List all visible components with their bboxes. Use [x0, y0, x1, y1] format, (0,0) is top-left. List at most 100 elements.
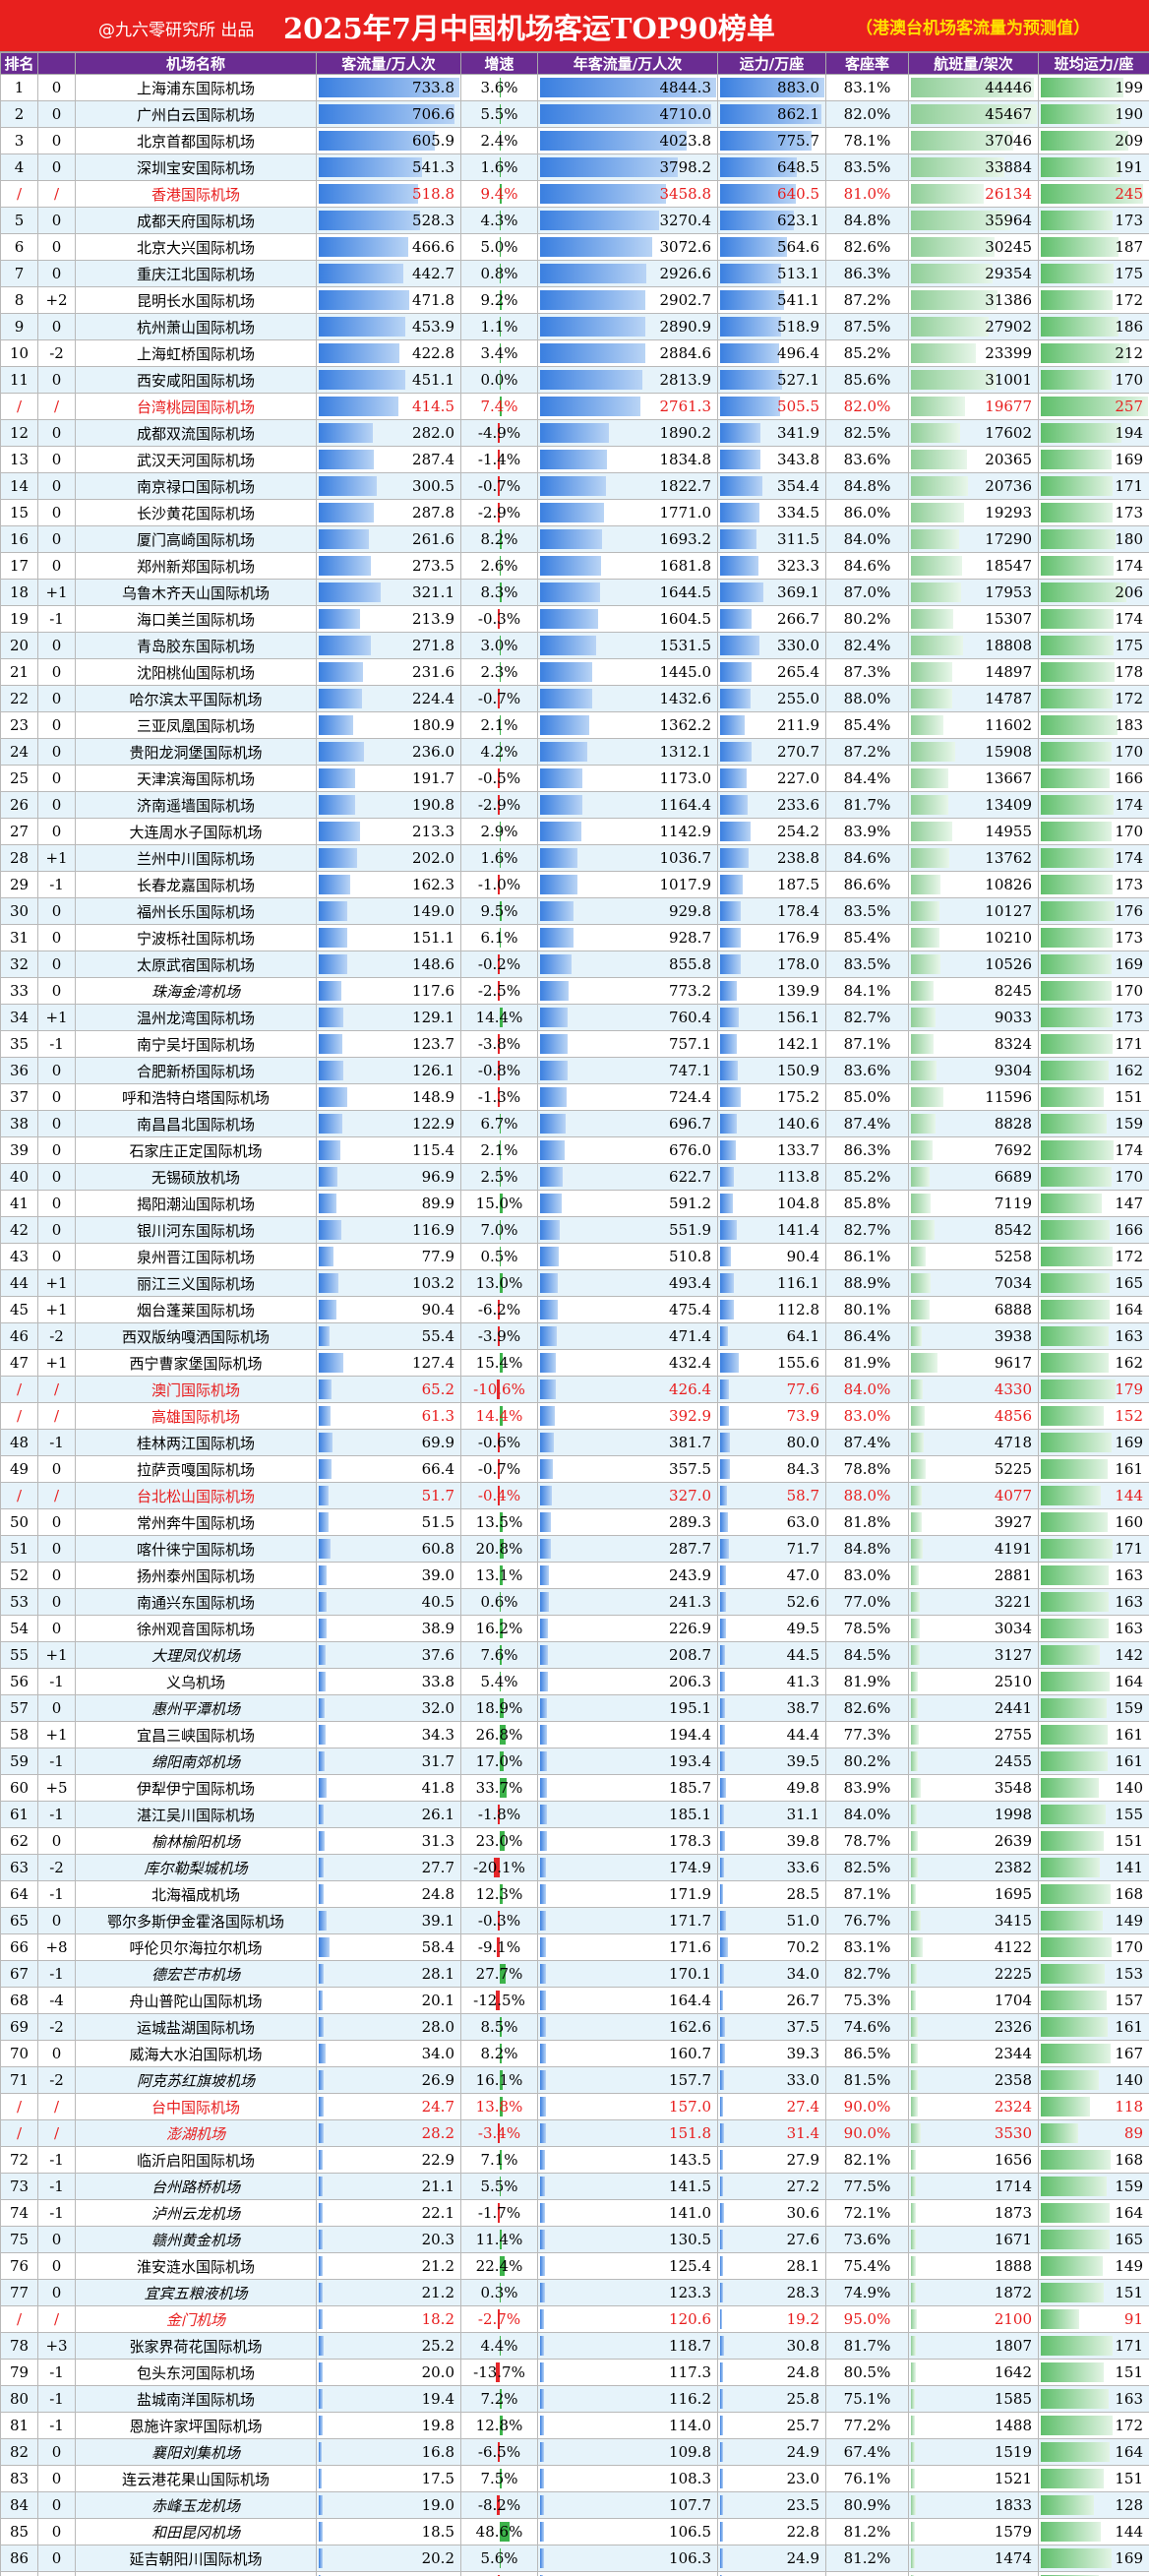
avg-seats-cell: 163 [1038, 1562, 1149, 1589]
pax-value: 190.8 [412, 796, 454, 814]
seats-bar [720, 609, 753, 629]
growth-bar [498, 1326, 500, 1346]
avgseats-bar [1041, 928, 1114, 948]
flights-cell: 3938 [908, 1322, 1039, 1350]
growth-cell: 2.6% [460, 552, 538, 580]
passengers-cell: 149.0 [316, 897, 461, 925]
seats-value: 30.6 [786, 2204, 819, 2222]
flights-value: 2324 [994, 2098, 1032, 2116]
avg-seats-cell: 161 [1038, 1721, 1149, 1748]
ytd-bar [540, 1991, 547, 2010]
avgseats-bar [1041, 1061, 1109, 1080]
load-factor-cell: 87.4% [825, 1429, 909, 1456]
flights-cell: 11602 [908, 711, 1039, 739]
airport-name-cell: 南昌昌北国际机场 [75, 1110, 317, 1137]
avgseats-value: 163 [1115, 1593, 1143, 1611]
airport-name-cell: 台中国际机场 [75, 2093, 317, 2120]
rank-cell: 33 [0, 977, 38, 1005]
growth-bar [500, 1539, 505, 1559]
ytd-value: 185.7 [669, 1779, 711, 1797]
ytd-bar [540, 264, 647, 283]
flights-bar [911, 476, 969, 496]
seats-cell: 238.8 [717, 844, 826, 872]
passengers-cell: 151.1 [316, 924, 461, 951]
avg-seats-cell: 161 [1038, 2013, 1149, 2041]
seats-bar [720, 2495, 723, 2515]
flights-value: 13409 [985, 796, 1032, 814]
rank-cell: 47 [0, 1349, 38, 1377]
flights-cell: 2382 [908, 1854, 1039, 1881]
flights-cell: 2324 [908, 2093, 1039, 2120]
growth-value: -0.5% [477, 769, 521, 787]
flights-value: 13667 [985, 769, 1032, 787]
pax-value: 21.2 [421, 2257, 454, 2275]
seats-cell: 44.4 [717, 1721, 826, 1748]
passengers-cell: 19.8 [316, 2412, 461, 2439]
ytd-bar [540, 1273, 559, 1293]
growth-cell: 7.5% [460, 2465, 538, 2492]
flights-bar [911, 875, 941, 894]
growth-cell: 2.9% [460, 818, 538, 845]
growth-cell: -6.2% [460, 2571, 538, 2576]
growth-cell: -0.5% [460, 765, 538, 792]
seats-value: 156.1 [777, 1009, 819, 1026]
avgseats-bar [1041, 662, 1116, 682]
growth-bar [500, 1592, 501, 1612]
growth-value: 23.0% [475, 1832, 523, 1850]
avg-seats-cell: 160 [1038, 1508, 1149, 1536]
seats-cell: 505.5 [717, 393, 826, 420]
load-factor-cell: 85.2% [825, 339, 909, 367]
rank-cell: 87 [0, 2571, 38, 2576]
pax-bar [319, 2548, 323, 2568]
seats-bar [720, 211, 794, 230]
growth-cell: -0.7% [460, 1455, 538, 1483]
table-row: 14 0 南京禄口国际机场 300.5 -0.7% 1822.7 354.4 84.8% 207… [0, 472, 1149, 500]
change-cell: / [37, 2093, 76, 2120]
seats-bar [720, 1645, 726, 1665]
growth-bar [498, 954, 500, 974]
seats-value: 133.7 [777, 1141, 819, 1159]
table-row: 48 -1 桂林两江国际机场 69.9 -0.6% 381.7 80.0 87.4% 4718 1… [0, 1429, 1149, 1456]
seats-value: 140.6 [777, 1115, 819, 1133]
seats-value: 24.9 [786, 2443, 819, 2461]
seats-bar [720, 370, 783, 390]
growth-bar [500, 1884, 503, 1904]
flights-value: 29354 [985, 265, 1032, 282]
pax-bar [319, 1645, 327, 1665]
passengers-cell: 20.0 [316, 2359, 461, 2386]
pax-value: 89.9 [421, 1195, 454, 1212]
avg-seats-cell: 168 [1038, 1880, 1149, 1908]
flights-value: 3927 [994, 1513, 1032, 1531]
seats-cell: 311.5 [717, 525, 826, 553]
table-row: / / 澳门国际机场 65.2 -10.6% 426.4 77.6 84.0% 4330 179 [0, 1376, 1149, 1403]
avg-seats-cell: 118 [1038, 2093, 1149, 2120]
pax-value: 18.2 [421, 2310, 454, 2328]
table-row: 22 0 哈尔滨太平国际机场 224.4 -0.7% 1432.6 255.0 88.0% 14… [0, 685, 1149, 712]
seats-bar [720, 1008, 739, 1027]
ytd-value: 243.9 [669, 1566, 711, 1584]
flights-cell: 6689 [908, 1163, 1039, 1191]
table-row: 19 -1 海口美兰国际机场 213.9 -0.3% 1604.5 266.7 80.2% 15… [0, 605, 1149, 633]
flights-cell: 1671 [908, 2226, 1039, 2253]
flights-cell: 10526 [908, 951, 1039, 978]
seats-cell: 27.6 [717, 2226, 826, 2253]
flights-bar [911, 211, 1011, 230]
growth-bar [493, 1858, 500, 1877]
rank-cell: 15 [0, 499, 38, 526]
flights-value: 1521 [994, 2470, 1032, 2487]
growth-value: 7.0% [480, 1221, 518, 1239]
seats-cell: 73.9 [717, 1402, 826, 1430]
airport-name-cell: 烟台蓬莱国际机场 [75, 1296, 317, 1323]
ytd-cell: 929.8 [537, 897, 718, 925]
passengers-cell: 117.6 [316, 977, 461, 1005]
growth-bar [500, 2416, 503, 2435]
change-cell: -1 [37, 1429, 76, 1456]
table-row: 59 -1 绵阳南郊机场 31.7 17.0% 193.4 39.5 80.2% 2455 161 [0, 1748, 1149, 1775]
load-factor-cell: 83.6% [825, 446, 909, 473]
table-row: 60 +5 伊犁伊宁国际机场 41.8 33.7% 185.7 49.8 83.9% 3548 1… [0, 1774, 1149, 1802]
growth-cell: -0.7% [460, 472, 538, 500]
ytd-bar [540, 2070, 546, 2090]
flights-bar [911, 157, 1005, 177]
seats-bar [720, 2177, 724, 2196]
growth-value: 4.2% [480, 743, 518, 761]
